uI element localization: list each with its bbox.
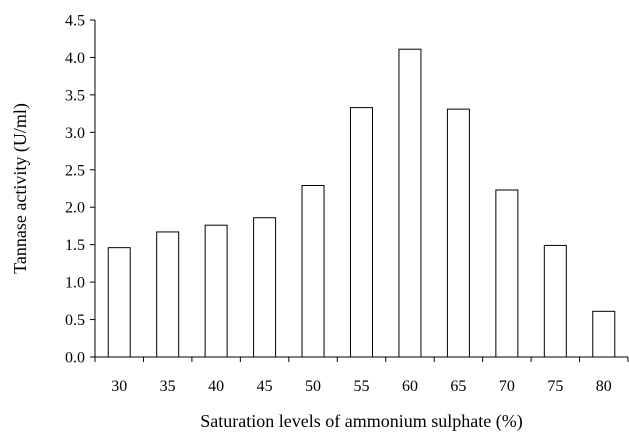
x-axis-ticks: 30 35 40 45 50 55 60 65 70 75 80 xyxy=(94,357,629,395)
y-tick-label: 1.5 xyxy=(65,237,85,254)
y-tick-label: 3.5 xyxy=(65,87,85,104)
y-tick-label: 2.5 xyxy=(65,162,85,179)
y-tick-label: 0.5 xyxy=(65,312,85,329)
x-tick-label: 60 xyxy=(402,378,418,395)
y-tick-label: 3.0 xyxy=(65,125,85,142)
x-tick-label: 40 xyxy=(208,378,224,395)
bar-50 xyxy=(301,185,325,358)
bar-80 xyxy=(592,310,616,358)
bar-45 xyxy=(253,217,277,358)
x-tick-label: 30 xyxy=(111,378,127,395)
x-tick-label: 80 xyxy=(596,378,612,395)
bars-group xyxy=(107,48,616,358)
x-axis-title: Saturation levels of ammonium sulphate (… xyxy=(200,411,522,432)
bar-55 xyxy=(350,107,373,358)
x-tick-label: 45 xyxy=(257,378,273,395)
y-axis-title: Tannase activity (U/ml) xyxy=(10,103,31,274)
y-axis-ticks: 0.0 0.5 1.0 1.5 2.0 2.5 3.0 3.5 4.0 4.5 xyxy=(65,13,95,367)
x-tick-label: 50 xyxy=(305,378,321,395)
y-tick-label: 4.0 xyxy=(65,50,85,67)
bar-30 xyxy=(107,247,131,358)
x-tick-label: 70 xyxy=(499,378,515,395)
bar-65 xyxy=(446,108,470,358)
bar-75 xyxy=(543,244,567,358)
bar-40 xyxy=(204,224,228,358)
bar-35 xyxy=(156,231,180,358)
y-tick-label: 0.0 xyxy=(65,350,85,367)
x-tick-label: 75 xyxy=(547,378,563,395)
x-tick-label: 35 xyxy=(160,378,176,395)
bar-70 xyxy=(495,189,519,358)
x-tick-label: 55 xyxy=(354,378,370,395)
x-tick-label: 65 xyxy=(450,378,466,395)
y-tick-label: 4.5 xyxy=(65,13,85,30)
y-tick-label: 2.0 xyxy=(65,200,85,217)
bar-60 xyxy=(398,48,422,358)
y-tick-label: 1.0 xyxy=(65,275,85,292)
